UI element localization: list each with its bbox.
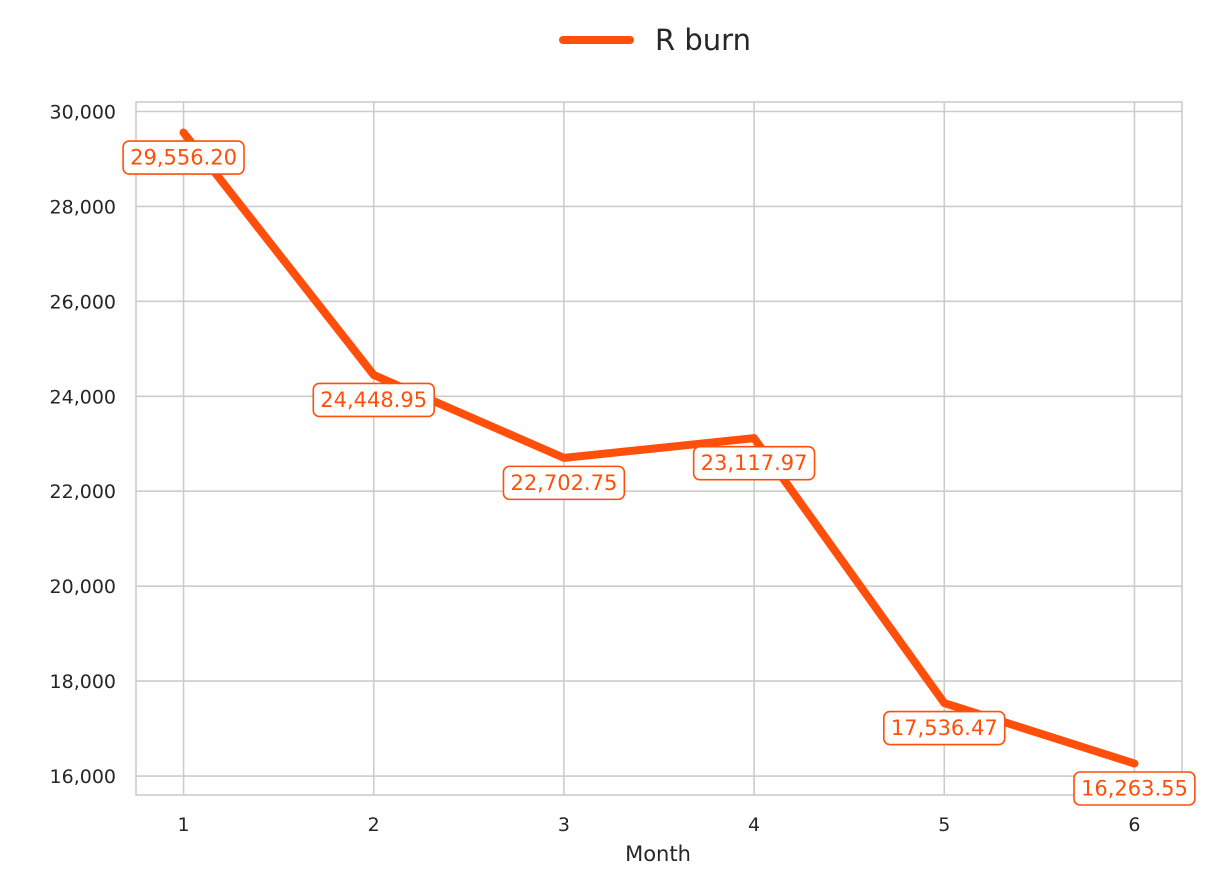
data-label-text: 23,117.97	[701, 451, 808, 475]
plot-frame	[135, 101, 1183, 796]
x-axis-title: Month	[625, 842, 691, 866]
series-line	[179, 128, 1139, 768]
data-label-box	[502, 465, 626, 501]
x-tick-label: 1	[177, 814, 189, 836]
data-label: 29,556.20	[122, 140, 245, 175]
y-tick-label: 26,000	[50, 291, 116, 313]
legend: R burn	[559, 23, 751, 57]
data-label-box	[883, 710, 1006, 746]
data-label-box	[312, 382, 435, 418]
data-labels: 29,556.20 24,448.95 22,702.75 23,117.97 17,5…	[122, 140, 1196, 806]
y-tick-label: 24,000	[50, 386, 116, 408]
data-label: 24,448.95	[312, 382, 435, 418]
data-label: 22,702.75	[502, 465, 626, 501]
x-tick-label: 6	[1128, 814, 1140, 836]
legend-label: R burn	[655, 23, 751, 57]
grid-lines	[136, 102, 1182, 795]
data-label-box	[1073, 771, 1196, 806]
data-label: 16,263.55	[1073, 771, 1196, 806]
data-label-text: 24,448.95	[320, 388, 427, 412]
x-tick-label: 2	[368, 814, 380, 836]
x-tick-labels: 1 2 3 4 5 6	[177, 814, 1140, 836]
y-tick-label: 20,000	[50, 576, 116, 598]
y-tick-label: 18,000	[50, 671, 116, 693]
x-tick-label: 3	[558, 814, 570, 836]
series-layer	[179, 128, 1139, 768]
data-label: 17,536.47	[883, 710, 1006, 746]
y-tick-label: 16,000	[50, 766, 116, 788]
data-label-text: 16,263.55	[1081, 777, 1188, 801]
data-label-box	[122, 140, 245, 175]
y-tick-labels: 16,000 18,000 20,000 22,000 24,000 26,000 28,0…	[50, 101, 116, 788]
data-label: 23,117.97	[692, 445, 816, 481]
x-tick-label: 4	[748, 814, 760, 836]
y-tick-label: 28,000	[50, 196, 116, 218]
y-tick-label: 30,000	[50, 101, 116, 123]
x-tick-label: 5	[938, 814, 950, 836]
y-tick-label: 22,000	[50, 481, 116, 503]
data-label-text: 17,536.47	[891, 716, 998, 740]
data-label-text: 29,556.20	[130, 146, 237, 170]
data-label-text: 22,702.75	[510, 471, 617, 495]
data-label-box	[692, 445, 816, 481]
